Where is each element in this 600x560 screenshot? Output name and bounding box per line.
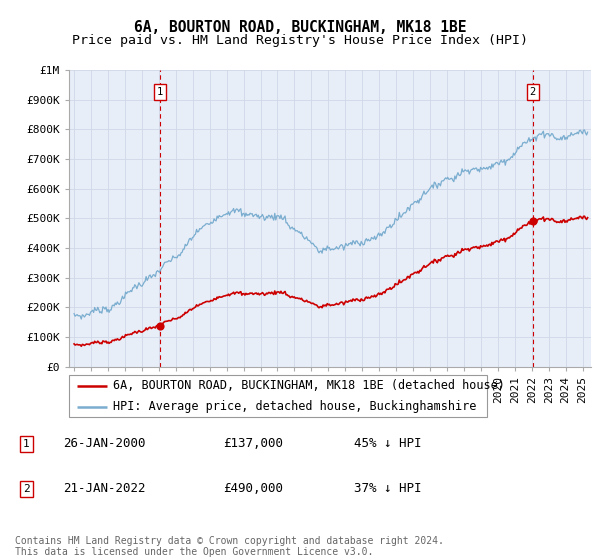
Text: 1: 1 (157, 87, 163, 97)
Text: 6A, BOURTON ROAD, BUCKINGHAM, MK18 1BE: 6A, BOURTON ROAD, BUCKINGHAM, MK18 1BE (134, 20, 466, 35)
Text: 45% ↓ HPI: 45% ↓ HPI (354, 437, 421, 450)
Text: £490,000: £490,000 (223, 482, 283, 495)
Text: Contains HM Land Registry data © Crown copyright and database right 2024.
This d: Contains HM Land Registry data © Crown c… (15, 535, 444, 557)
Point (155, 321, 165, 330)
Text: 21-JAN-2022: 21-JAN-2022 (64, 482, 146, 495)
Text: 37% ↓ HPI: 37% ↓ HPI (354, 482, 421, 495)
Text: 1: 1 (23, 438, 29, 449)
FancyBboxPatch shape (69, 375, 487, 417)
Text: Price paid vs. HM Land Registry's House Price Index (HPI): Price paid vs. HM Land Registry's House … (72, 34, 528, 46)
Text: 2: 2 (23, 484, 29, 494)
Text: 26-JAN-2000: 26-JAN-2000 (64, 437, 146, 450)
Text: HPI: Average price, detached house, Buckinghamshire: HPI: Average price, detached house, Buck… (113, 400, 476, 413)
Text: 2: 2 (530, 87, 536, 97)
Point (528, 217, 538, 226)
Text: 6A, BOURTON ROAD, BUCKINGHAM, MK18 1BE (detached house): 6A, BOURTON ROAD, BUCKINGHAM, MK18 1BE (… (113, 379, 505, 392)
Text: £137,000: £137,000 (223, 437, 283, 450)
